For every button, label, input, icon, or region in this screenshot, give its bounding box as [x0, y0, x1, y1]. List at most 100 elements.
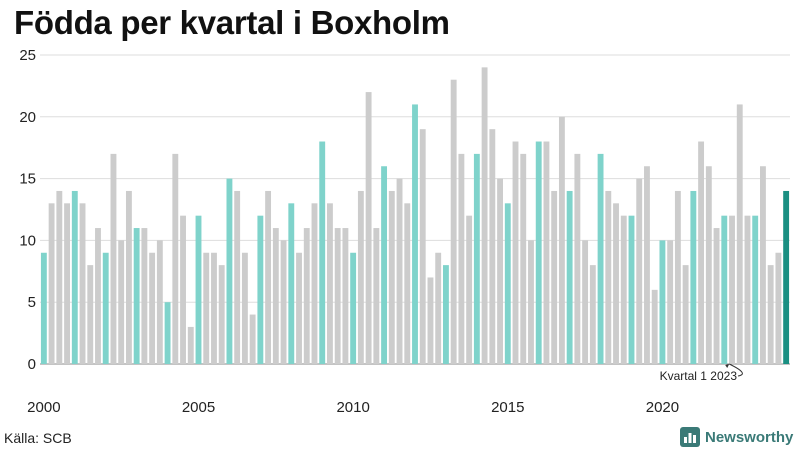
bar: [674, 190, 681, 364]
bar: [288, 203, 295, 364]
bar: [203, 252, 210, 364]
bar: [682, 265, 689, 364]
bar: [164, 302, 171, 364]
bar: [350, 252, 357, 364]
bar: [713, 228, 720, 364]
bar: [110, 153, 117, 364]
bar: [613, 203, 619, 364]
y-tick-label: 25: [19, 47, 36, 64]
bar: [721, 215, 728, 364]
brand-name: Newsworthy: [705, 428, 794, 446]
bar: [180, 215, 186, 364]
y-tick-label: 5: [28, 294, 36, 311]
bar: [412, 104, 418, 364]
bar: [760, 166, 766, 364]
x-tick-label: 2000: [27, 399, 60, 416]
bar: [775, 252, 782, 364]
bar: [636, 178, 643, 364]
y-tick-label: 15: [19, 171, 36, 188]
bar: [659, 240, 666, 364]
y-axis-ticks: 0 5 10 15 20 25: [19, 47, 36, 373]
bar: [404, 203, 411, 364]
bar: [87, 265, 94, 364]
annotation-arrow: [728, 363, 743, 377]
bar: [783, 190, 790, 364]
y-tick-label: 20: [19, 109, 36, 126]
bar: [543, 141, 550, 364]
bar: [450, 79, 457, 364]
bar: [628, 215, 635, 364]
bar: [551, 190, 558, 364]
bar: [296, 252, 302, 364]
bar: [520, 153, 527, 364]
source-label: Källa: SCB: [4, 430, 72, 446]
bar: [187, 326, 194, 364]
bar: [705, 166, 712, 364]
bars: [40, 67, 790, 365]
bar: [342, 228, 349, 364]
chart-title: Födda per kvartal i Boxholm: [14, 4, 450, 41]
bar: [729, 215, 735, 364]
bar: [311, 203, 318, 364]
bar: [357, 190, 364, 364]
brand-logo: Newsworthy: [680, 425, 793, 449]
bar: [211, 252, 217, 364]
bar: [574, 153, 581, 364]
bar: [56, 190, 63, 364]
bar: [698, 141, 705, 364]
annotation-arrowhead: [725, 364, 730, 368]
bar: [373, 228, 380, 364]
bar: [95, 228, 101, 364]
bar: [319, 141, 326, 364]
bar: [419, 129, 426, 364]
bar: [752, 215, 759, 364]
bar: [257, 215, 264, 364]
bar: [303, 228, 310, 364]
x-tick-label: 2010: [336, 399, 369, 416]
bar: [64, 203, 70, 364]
bar: [241, 252, 248, 364]
bar-chart-icon: [680, 427, 700, 447]
bar: [504, 203, 511, 364]
bar: [118, 240, 125, 364]
bar: [435, 252, 442, 364]
y-tick-label: 10: [19, 232, 36, 249]
x-tick-label: 2020: [646, 399, 679, 416]
bar: [489, 129, 496, 364]
bar: [226, 178, 233, 364]
bar: [644, 166, 650, 364]
annotation-label: Kvartal 1 2023: [660, 369, 738, 383]
bar: [149, 252, 156, 364]
bar: [172, 153, 179, 364]
bar: [195, 215, 202, 364]
bar: [473, 153, 480, 364]
bar: [249, 314, 256, 364]
bar: [265, 190, 272, 364]
bar: [597, 153, 604, 364]
bar: [667, 240, 674, 364]
bar: [365, 92, 372, 364]
bar: [334, 228, 341, 364]
bar: [651, 289, 658, 364]
bar: [558, 116, 565, 364]
bar: [272, 228, 279, 364]
bar: [566, 190, 573, 364]
bar: [744, 215, 751, 364]
bar: [141, 228, 148, 364]
annotation: Kvartal 1 2023: [660, 363, 743, 383]
bar: [736, 104, 743, 364]
bar: [327, 203, 333, 364]
x-axis-ticks: 2000 2005 2010 2015 2020: [27, 399, 679, 416]
bar: [40, 252, 47, 364]
bar: [280, 240, 287, 364]
bar: [125, 190, 132, 364]
bar: [79, 203, 86, 364]
bar: [767, 265, 774, 364]
x-tick-label: 2005: [182, 399, 215, 416]
bar: [442, 265, 449, 364]
x-tick-label: 2015: [491, 399, 524, 416]
bar: [388, 190, 395, 364]
bar: [528, 240, 534, 364]
bar: [71, 190, 78, 364]
